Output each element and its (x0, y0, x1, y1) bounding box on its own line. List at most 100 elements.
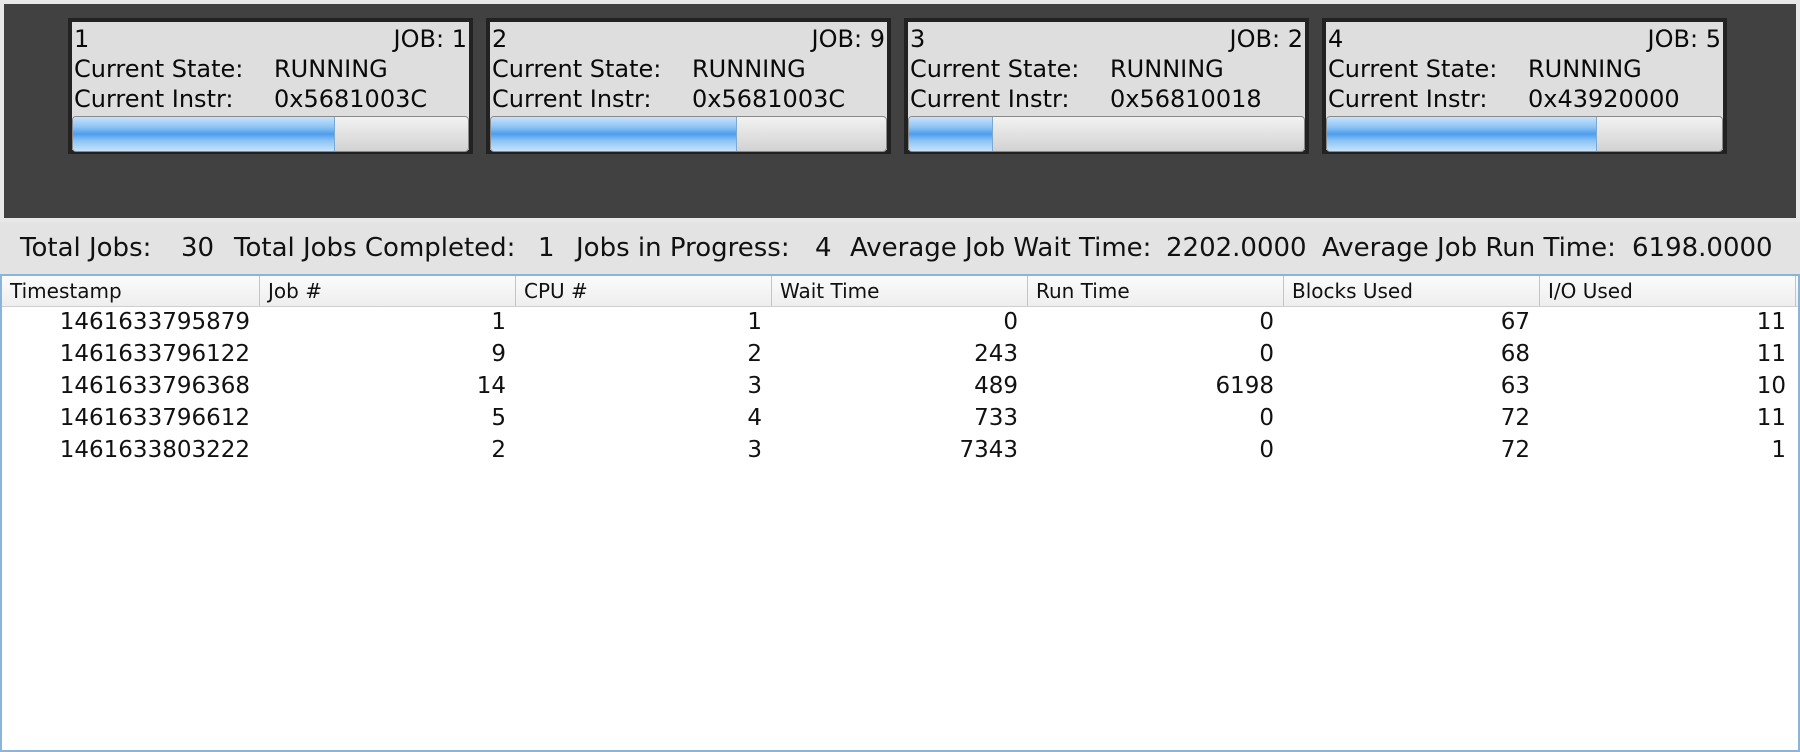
cpu-progress-bar (1326, 116, 1723, 152)
stat-avg-run-value: 6198.0000 (1632, 233, 1773, 263)
cpu-job-value: 1 (451, 25, 467, 53)
cell-run-time: 0 (1259, 341, 1274, 367)
cell-job: 5 (491, 405, 506, 431)
cell-timestamp: 1461633796122 (59, 341, 250, 367)
cell-job: 9 (491, 341, 506, 367)
cpu-progress-fill (491, 117, 737, 151)
cpu-id: 4 (1328, 25, 1344, 53)
cell-timestamp: 1461633796368 (59, 373, 250, 399)
table-row[interactable]: 1461633803222 2 3 7343 0 72 1 (2, 434, 1798, 466)
cell-wait-time: 489 (974, 373, 1018, 399)
column-header-run-time[interactable]: Run Time (1028, 276, 1284, 306)
cpu-instr-value: 0x43920000 (1528, 85, 1680, 113)
cpu-instr-label: Current Instr: (492, 85, 652, 113)
column-header-io-used[interactable]: I/O Used (1540, 276, 1796, 306)
cpu-progress-fill (909, 117, 993, 151)
cell-blocks-used: 72 (1500, 405, 1530, 431)
stat-avg-run-label: Average Job Run Time: (1322, 233, 1616, 263)
cpu-state-label: Current State: (910, 55, 1080, 83)
cpu-instr-label: Current Instr: (74, 85, 234, 113)
table-row[interactable]: 1461633796368 14 3 489 6198 63 10 (2, 370, 1798, 402)
cpu-job-label: JOB: (1647, 25, 1699, 53)
cell-job: 14 (476, 373, 506, 399)
cell-timestamp: 1461633796612 (59, 405, 250, 431)
cell-wait-time: 0 (1003, 309, 1018, 335)
stat-avg-wait-label: Average Job Wait Time: (850, 233, 1152, 263)
cpu-panel-2: 2 JOB: 9 Current State: RUNNING Current … (486, 18, 891, 154)
cell-cpu: 1 (747, 309, 762, 335)
cpu-instr-value: 0x5681003C (692, 85, 846, 113)
stat-completed-value: 1 (538, 233, 555, 263)
cell-io-used: 10 (1756, 373, 1786, 399)
cpu-panel-3: 3 JOB: 2 Current State: RUNNING Current … (904, 18, 1309, 154)
cpu-state-value: RUNNING (692, 55, 806, 83)
cell-io-used: 1 (1771, 437, 1786, 463)
cpu-panel-1: 1 JOB: 1 Current State: RUNNING Current … (68, 18, 473, 154)
cell-wait-time: 7343 (959, 437, 1018, 463)
cpu-panels-container: 1 JOB: 1 Current State: RUNNING Current … (4, 4, 1796, 218)
cpu-state-label: Current State: (74, 55, 244, 83)
cpu-area: 1 JOB: 1 Current State: RUNNING Current … (0, 0, 1800, 222)
cell-cpu: 3 (747, 373, 762, 399)
cpu-progress-fill (73, 117, 335, 151)
stat-total-jobs-value: 30 (181, 233, 215, 263)
stat-avg-wait-value: 2202.0000 (1166, 233, 1307, 263)
cpu-state-label: Current State: (1328, 55, 1498, 83)
column-header-wait-time[interactable]: Wait Time (772, 276, 1028, 306)
cell-run-time: 0 (1259, 405, 1274, 431)
cell-blocks-used: 72 (1500, 437, 1530, 463)
cpu-job: JOB: 5 (1648, 24, 1721, 54)
column-header-blocks-used[interactable]: Blocks Used (1284, 276, 1540, 306)
cell-run-time: 0 (1259, 309, 1274, 335)
cpu-id: 3 (910, 25, 926, 53)
cpu-job: JOB: 2 (1230, 24, 1303, 54)
cpu-state-label: Current State: (492, 55, 662, 83)
column-header-job[interactable]: Job # (260, 276, 516, 306)
cell-io-used: 11 (1756, 341, 1786, 367)
job-table[interactable]: Timestamp Job # CPU # Wait Time Run Time… (0, 274, 1800, 752)
cell-wait-time: 733 (974, 405, 1018, 431)
cpu-progress-bar (908, 116, 1305, 152)
stat-in-progress-label: Jobs in Progress: (576, 233, 790, 263)
stats-bar: Total Jobs: 30 Total Jobs Completed: 1 J… (0, 222, 1800, 274)
cpu-job: JOB: 1 (394, 24, 467, 54)
column-header-cpu[interactable]: CPU # (516, 276, 772, 306)
cpu-job-label: JOB: (393, 25, 445, 53)
cell-io-used: 11 (1756, 309, 1786, 335)
cell-cpu: 2 (747, 341, 762, 367)
cpu-id: 1 (74, 25, 90, 53)
cpu-state-value: RUNNING (1110, 55, 1224, 83)
cell-io-used: 11 (1756, 405, 1786, 431)
table-header: Timestamp Job # CPU # Wait Time Run Time… (2, 276, 1798, 307)
table-row[interactable]: 1461633796122 9 2 243 0 68 11 (2, 338, 1798, 370)
cpu-job-value: 9 (869, 25, 885, 53)
cell-job: 1 (491, 309, 506, 335)
cell-timestamp: 1461633803222 (59, 437, 250, 463)
cpu-instr-label: Current Instr: (910, 85, 1070, 113)
cell-blocks-used: 68 (1500, 341, 1530, 367)
cpu-job-value: 2 (1287, 25, 1303, 53)
cpu-progress-bar (490, 116, 887, 152)
column-header-timestamp[interactable]: Timestamp (2, 276, 260, 306)
stat-completed-label: Total Jobs Completed: (234, 233, 516, 263)
cpu-id: 2 (492, 25, 508, 53)
cpu-progress-fill (1327, 117, 1597, 151)
cell-cpu: 3 (747, 437, 762, 463)
cell-run-time: 6198 (1215, 373, 1274, 399)
cpu-job-value: 5 (1705, 25, 1721, 53)
table-row[interactable]: 1461633795879 1 1 0 0 67 11 (2, 306, 1798, 338)
cpu-job-label: JOB: (811, 25, 863, 53)
cpu-progress-bar (72, 116, 469, 152)
cell-job: 2 (491, 437, 506, 463)
cpu-job-label: JOB: (1229, 25, 1281, 53)
cpu-state-value: RUNNING (274, 55, 388, 83)
stat-in-progress-value: 4 (815, 233, 832, 263)
cell-blocks-used: 63 (1500, 373, 1530, 399)
stat-total-jobs-label: Total Jobs: (20, 233, 152, 263)
cpu-instr-value: 0x5681003C (274, 85, 428, 113)
cell-cpu: 4 (747, 405, 762, 431)
cell-run-time: 0 (1259, 437, 1274, 463)
cpu-instr-value: 0x56810018 (1110, 85, 1262, 113)
cell-wait-time: 243 (974, 341, 1018, 367)
table-row[interactable]: 1461633796612 5 4 733 0 72 11 (2, 402, 1798, 434)
